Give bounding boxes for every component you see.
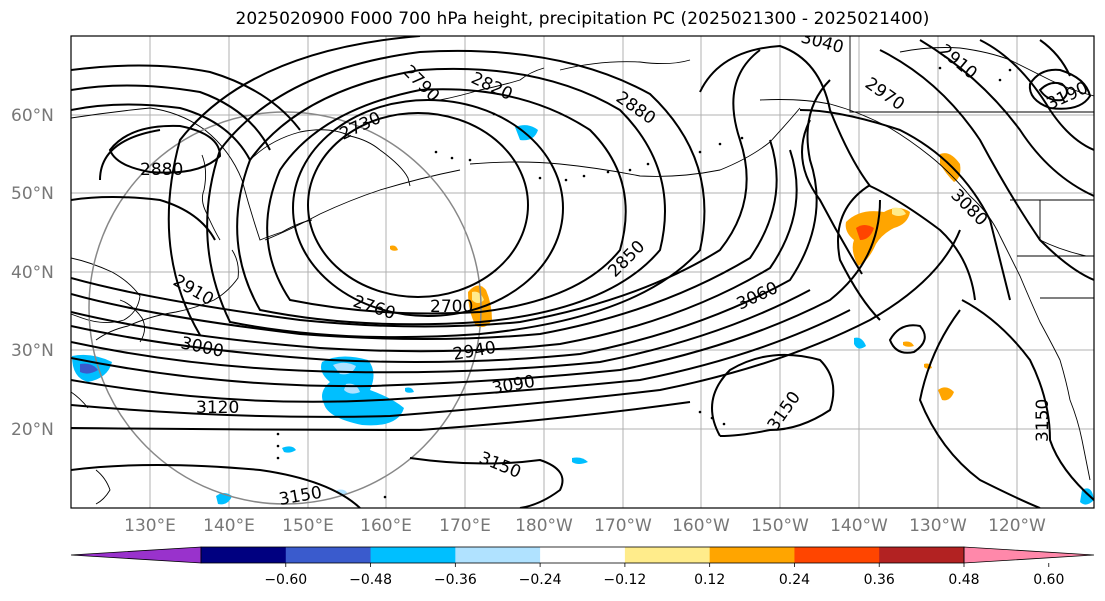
lon-label: 170°E [439, 516, 491, 536]
contour-label: 2700 [430, 297, 473, 317]
colorbar-tick-label: −0.36 [434, 572, 477, 588]
colorbar-extend-high [963, 546, 1095, 564]
lat-label: 40°N [11, 263, 54, 283]
colorbar-swatch [455, 547, 541, 563]
lat-label: 20°N [11, 420, 54, 440]
lat-label: 50°N [11, 184, 54, 204]
lon-label: 130°W [909, 516, 967, 536]
colorbar-swatch [624, 547, 711, 563]
contour-label: 2880 [140, 160, 183, 180]
lon-label: 140°E [203, 516, 255, 536]
latitude-labels: 60°N 50°N 40°N 30°N 20°N [11, 106, 54, 440]
colorbar-tick-label: 0.36 [864, 572, 895, 588]
map-title: 2025020900 F000 700 hPa height, precipit… [235, 9, 930, 29]
coastlines [71, 36, 1094, 505]
colorbar-outline [200, 546, 965, 564]
contour-label: 3150 [1033, 399, 1053, 442]
colorbar-swatch [879, 547, 965, 563]
lat-label: 60°N [11, 106, 54, 126]
colorbar-extend-low [70, 546, 202, 564]
lon-label: 150°E [282, 516, 334, 536]
colorbar-tick-label: 0.60 [1033, 572, 1064, 588]
lon-label: 170°W [594, 516, 652, 536]
colorbar-swatch [540, 547, 626, 563]
lon-label: 180°W [515, 516, 573, 536]
lon-label: 130°E [124, 516, 176, 536]
lat-label: 30°N [11, 341, 54, 361]
colorbar-swatch [709, 547, 795, 563]
colorbar-tick-label: 0.24 [779, 572, 810, 588]
colorbar-tick-label: −0.24 [519, 572, 562, 588]
colorbar-tick-label: 0.48 [948, 572, 979, 588]
colorbar-swatch [370, 547, 456, 563]
colorbar-tick-label: −0.60 [264, 572, 307, 588]
longitude-labels: 130°E 140°E 150°E 160°E 170°E 180°W 170°… [124, 516, 1046, 536]
lon-label: 150°W [751, 516, 809, 536]
colorbar-tick-label: −0.48 [349, 572, 392, 588]
colorbar-tick-label: −0.12 [603, 572, 646, 588]
contour-label: 3120 [196, 398, 239, 418]
lon-label: 120°W [988, 516, 1046, 536]
colorbar-tick-label: 0.12 [694, 572, 725, 588]
colorbar-swatch [285, 547, 372, 563]
lon-label: 140°W [830, 516, 888, 536]
colorbar: −0.60 −0.48 −0.36 −0.24 −0.12 0.12 0.24 0.36 0.4… [70, 546, 1095, 588]
map-frame [70, 35, 1095, 509]
colorbar-swatch [794, 547, 880, 563]
lon-label: 160°W [672, 516, 730, 536]
lon-label: 160°E [360, 516, 412, 536]
height-contours [71, 36, 1094, 508]
colorbar-swatch [201, 547, 287, 563]
